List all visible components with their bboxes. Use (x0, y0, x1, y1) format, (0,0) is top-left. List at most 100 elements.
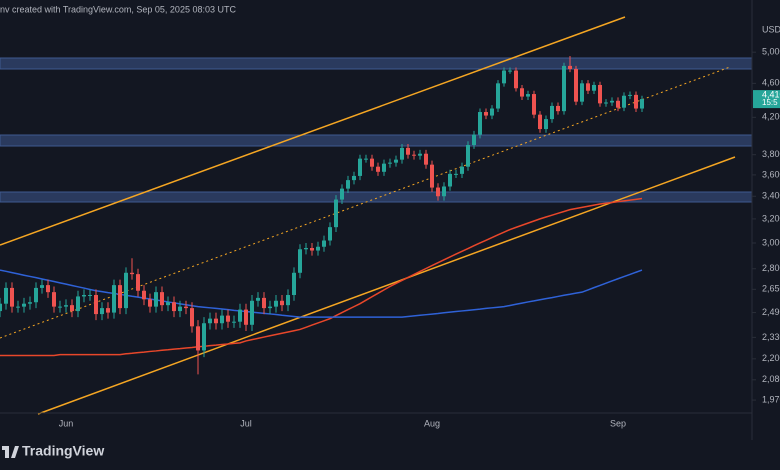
y-tick-label: 2,330 (762, 332, 780, 342)
candle-body (496, 83, 500, 109)
candle-body (328, 227, 332, 241)
currency: USD (762, 24, 780, 34)
candle-body (550, 105, 554, 120)
candle-body (58, 306, 62, 308)
candle-body (538, 114, 542, 130)
candle-body (274, 300, 278, 307)
y-tick-label: 2,200 (762, 353, 780, 363)
candle-body (484, 112, 488, 116)
candle-body (526, 94, 530, 97)
candle-body (286, 295, 290, 306)
candle-body (466, 144, 470, 167)
candle-body (46, 285, 50, 293)
candle-body (436, 187, 440, 197)
candle-body (40, 285, 44, 288)
candle-body (304, 248, 308, 250)
candle-body (22, 303, 26, 307)
support-zone (0, 191, 753, 203)
candle-body (178, 306, 182, 312)
support-zone (0, 134, 753, 147)
candle-body (616, 100, 620, 108)
y-tick-label: 4,200 (762, 112, 780, 122)
candle-body (0, 303, 2, 312)
candle-body (592, 84, 596, 91)
candle-body (532, 94, 536, 115)
channel-upper (0, 16, 626, 246)
candle-body (460, 166, 464, 174)
moving-average (0, 197, 643, 357)
candle-body (568, 65, 572, 70)
candle-body (124, 272, 128, 309)
candle-body (4, 287, 8, 304)
candle-body (574, 69, 578, 102)
candle-body (544, 119, 548, 130)
candle-body (478, 112, 482, 135)
candle-body (208, 318, 212, 324)
y-tick-label: 4,600 (762, 78, 780, 88)
candle-body (88, 295, 92, 297)
candle-body (502, 70, 506, 84)
candle-body (142, 290, 146, 300)
candle-body (442, 186, 446, 197)
candle-body (232, 321, 236, 323)
candle-body (388, 162, 392, 164)
candle-body (454, 173, 458, 175)
x-tick-label: Jun (59, 418, 74, 428)
y-tick-label: 1,970 (762, 394, 780, 404)
candle-body (262, 297, 266, 309)
last-price-label: 4,410 (762, 89, 780, 99)
candle-body (100, 308, 104, 315)
candle-body (292, 272, 296, 296)
caption: nv created with TradingView.com, Sep 05,… (0, 4, 236, 14)
candle-body (196, 326, 200, 351)
candle-body (16, 306, 20, 308)
candle-body (376, 166, 380, 172)
candle-body (586, 83, 590, 91)
moving-average (0, 269, 643, 318)
candle-body (412, 154, 416, 156)
candle-body (214, 318, 218, 324)
candle-body (94, 295, 98, 315)
candle-body (82, 295, 86, 297)
price-axis (752, 0, 780, 470)
candle-body (202, 323, 206, 351)
candle-body (172, 302, 176, 312)
candle-body (166, 302, 170, 306)
candle-body (490, 108, 494, 116)
y-tick-label: 2,650 (762, 284, 780, 294)
plot (0, 55, 644, 375)
candle-body (70, 305, 74, 312)
candle-body (628, 94, 632, 96)
channel-lower (37, 156, 736, 415)
candle-body (280, 300, 284, 306)
candle-body (244, 309, 248, 325)
candle-body (610, 100, 614, 103)
candle-body (268, 306, 272, 309)
candle-body (598, 84, 602, 104)
candle-body (472, 134, 476, 145)
y-tick-label: 3,400 (762, 191, 780, 201)
countdown: 15:5 (762, 98, 778, 107)
candle-body (340, 188, 344, 200)
y-tick-label: 3,200 (762, 213, 780, 223)
candle-body (64, 305, 68, 307)
candle-body (604, 102, 608, 104)
candle-body (256, 297, 260, 301)
candle-body (160, 292, 164, 306)
candle-body (358, 158, 362, 176)
candle-body (520, 88, 524, 97)
candle-body (118, 285, 122, 309)
candle-body (316, 246, 320, 251)
y-tick-label: 2,800 (762, 263, 780, 273)
candle-body (634, 94, 638, 109)
candle-body (424, 153, 428, 165)
candle-body (112, 285, 116, 313)
candle-body (364, 158, 368, 160)
axis-labels: 5,000 4,600 4,200 3,800 3,600 3,400 3,200 3,000… (59, 47, 780, 428)
logo-icon (2, 446, 19, 458)
candle-body (190, 308, 194, 327)
candle-body (322, 240, 326, 247)
